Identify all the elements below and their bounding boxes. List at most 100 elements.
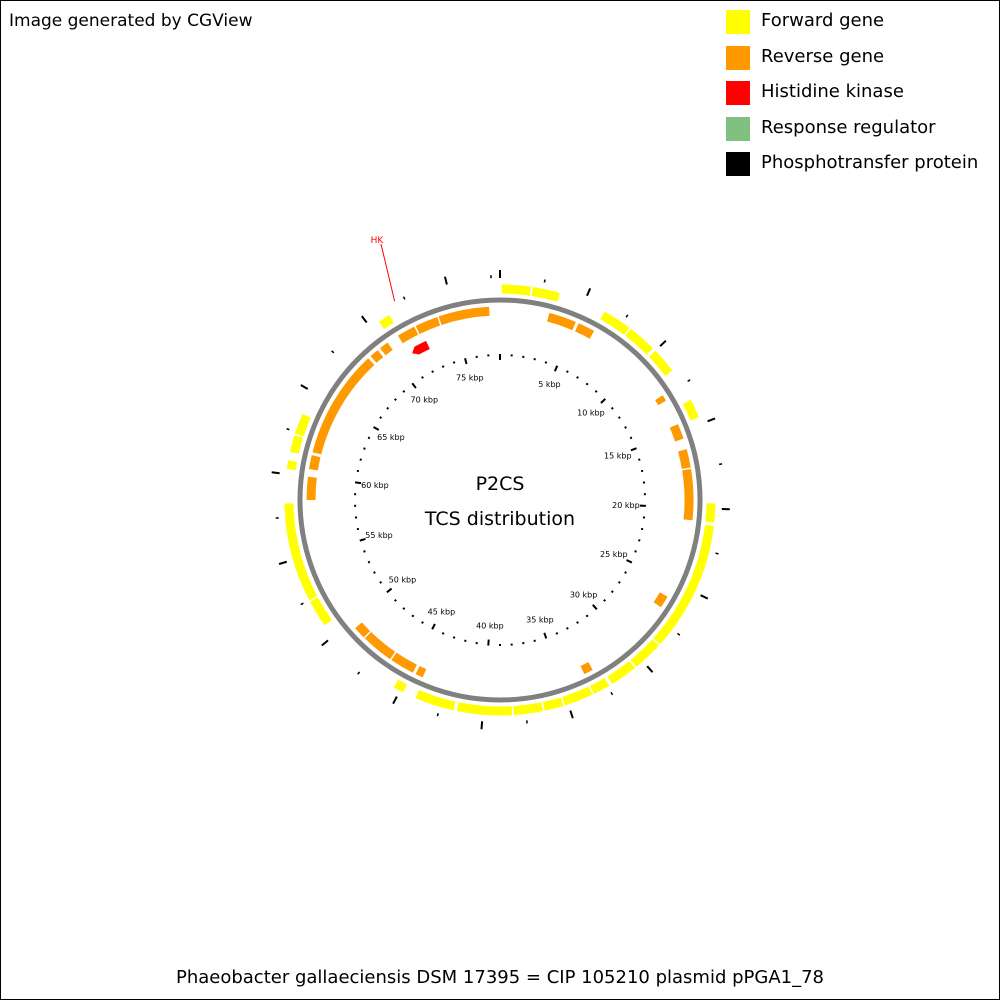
inner-minor-tick <box>452 636 456 639</box>
outer-major-tick <box>392 696 398 705</box>
inner-minor-tick <box>617 416 621 420</box>
credit-text: Image generated by CGView <box>9 11 253 31</box>
outer-minor-tick <box>677 632 681 636</box>
reverse-gene <box>415 666 427 678</box>
forward-gene-track <box>284 284 716 716</box>
forward-gene <box>590 678 610 694</box>
tick-label: 40 kbp <box>476 622 504 631</box>
inner-minor-tick <box>576 376 579 379</box>
inner-minor-tick <box>421 376 424 379</box>
outer-minor-tick <box>436 713 439 717</box>
tick-label: 5 kbp <box>538 380 560 389</box>
tick-label: 60 kbp <box>361 481 389 490</box>
tick-label: 70 kbp <box>411 395 439 404</box>
tick-label: 15 kbp <box>604 451 632 460</box>
inner-minor-tick <box>585 614 589 618</box>
tick-label: 50 kbp <box>389 576 417 585</box>
legend-swatch-reverse <box>726 45 750 70</box>
outer-major-tick <box>700 594 709 600</box>
inner-minor-tick <box>373 571 376 574</box>
forward-gene <box>600 311 630 335</box>
reverse-gene <box>370 350 384 363</box>
inner-major-tick <box>464 358 468 365</box>
outer-major-tick <box>707 417 716 423</box>
inner-minor-tick <box>544 361 548 364</box>
inner-tick-ring <box>354 354 646 646</box>
tick-label: 45 kbp <box>428 608 456 617</box>
inner-major-tick <box>354 481 362 485</box>
inner-minor-tick <box>402 607 406 610</box>
tick-label: 75 kbp <box>456 374 484 383</box>
forward-gene <box>542 697 564 711</box>
tick-label: 10 kbp <box>577 409 605 418</box>
inner-major-tick <box>626 559 633 564</box>
tick-label: 25 kbp <box>600 550 628 559</box>
forward-gene <box>284 503 318 601</box>
reverse-gene <box>380 342 393 356</box>
inner-major-tick <box>630 447 637 452</box>
reverse-gene <box>355 622 371 638</box>
outer-minor-tick <box>715 552 719 555</box>
inner-minor-tick <box>634 550 637 553</box>
forward-gene <box>378 315 394 330</box>
inner-minor-tick <box>411 614 415 618</box>
outer-major-tick <box>659 339 667 347</box>
forward-gene <box>393 679 408 693</box>
inner-major-tick <box>359 537 366 542</box>
inner-minor-tick <box>359 458 362 461</box>
reverse-gene <box>575 323 595 339</box>
outer-minor-tick <box>286 428 290 431</box>
reverse-gene <box>669 424 684 442</box>
outer-minor-tick <box>543 279 546 283</box>
inner-minor-tick <box>363 447 366 450</box>
tick-label: 55 kbp <box>365 531 393 540</box>
forward-gene <box>456 702 513 716</box>
inner-major-tick <box>543 632 548 639</box>
inner-minor-tick <box>367 436 371 440</box>
forward-gene <box>310 597 332 626</box>
outer-tick-ring <box>271 270 730 730</box>
reverse-gene-track <box>306 306 694 678</box>
forward-gene <box>513 702 544 716</box>
inner-minor-tick <box>566 627 569 630</box>
outer-major-tick <box>321 639 329 647</box>
inner-minor-tick <box>394 599 397 602</box>
legend-label-response-regulator: Response regulator <box>761 116 936 138</box>
outer-minor-tick <box>300 602 304 606</box>
tick-label: 65 kbp <box>377 433 405 442</box>
inner-minor-tick <box>394 398 397 401</box>
inner-minor-tick <box>610 590 614 594</box>
center-title: P2CS <box>476 473 525 495</box>
reverse-gene <box>391 652 417 673</box>
outer-major-tick <box>586 288 592 297</box>
tick-label: 30 kbp <box>570 590 598 599</box>
outer-major-tick <box>646 665 654 673</box>
inner-minor-tick <box>379 580 383 584</box>
inner-minor-tick <box>624 571 627 574</box>
outer-major-tick <box>300 384 309 390</box>
inner-minor-tick <box>363 550 366 553</box>
tick-labels: 5 kbp 10 kbp 15 kbp 20 kbp 25 kbp 30 kbp 35 kb… <box>361 374 640 631</box>
outer-major-tick <box>480 721 484 730</box>
plasmid-caption: Phaeobacter gallaeciensis DSM 17395 = CI… <box>175 967 825 988</box>
inner-minor-tick <box>594 390 598 393</box>
inner-minor-tick <box>386 406 390 410</box>
inner-major-tick <box>592 604 598 610</box>
reverse-gene <box>546 312 576 331</box>
outer-major-tick <box>278 560 288 565</box>
inner-minor-tick <box>603 599 606 602</box>
inner-minor-tick <box>576 621 579 624</box>
tick-label: 20 kbp <box>612 501 640 510</box>
inner-minor-tick <box>585 382 589 386</box>
reverse-gene <box>397 326 419 344</box>
forward-gene <box>286 460 298 471</box>
legend-swatch-forward <box>726 10 750 34</box>
outer-major-tick <box>443 276 448 285</box>
legend-label-forward: Forward gene <box>761 10 885 31</box>
outer-major-tick <box>271 471 280 475</box>
inner-major-tick <box>553 365 559 372</box>
genome-backbone <box>297 297 703 703</box>
inner-minor-tick <box>431 370 434 373</box>
outer-minor-tick <box>610 691 614 696</box>
